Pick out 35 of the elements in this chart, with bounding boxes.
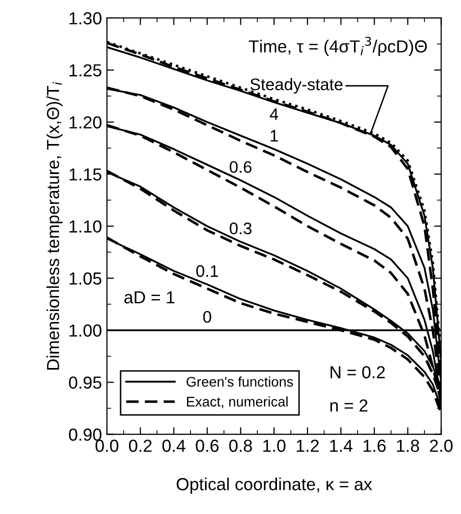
y-tick-label: 1.00 xyxy=(70,324,102,337)
annotation: Time, τ = (4σT$_{i}$$^{3}$/ρcD)Θ xyxy=(248,36,427,56)
x-tick-label: 1.2 xyxy=(296,440,319,452)
annotation: 0.6 xyxy=(230,161,252,173)
y-tick-label: 1.05 xyxy=(70,272,102,285)
y-tick-label: 1.25 xyxy=(70,64,102,76)
x-tick-label: 1.8 xyxy=(397,440,420,452)
y-tick-label: 1.15 xyxy=(70,168,102,181)
y-tick-label: 0.90 xyxy=(68,428,102,441)
annotation: 1 xyxy=(270,130,278,142)
annotation: 0 xyxy=(203,310,212,323)
y-tick-label: 1.20 xyxy=(70,116,102,129)
y-tick-label: 0.95 xyxy=(68,376,102,389)
annotation: N = 0.2 xyxy=(330,366,385,378)
legend-label: Green's functions xyxy=(186,376,294,387)
x-tick-label: 2.0 xyxy=(430,440,453,452)
x-tick-label: 1.0 xyxy=(263,440,286,452)
x-axis-title: Optical coordinate, κ = ax xyxy=(176,478,372,494)
annotation: aD = 1 xyxy=(124,291,174,304)
y-tick-label: 1.10 xyxy=(70,220,102,233)
y-axis-title: Dimensionless temperature, T(x,Θ)/T$_{i}$ xyxy=(46,82,63,370)
x-tick-label: 0.0 xyxy=(96,440,118,452)
annotation: 4 xyxy=(270,108,278,120)
x-tick-label: 0.6 xyxy=(196,440,219,452)
annotation: 0.1 xyxy=(196,265,218,277)
annotation: Steady-state xyxy=(250,78,342,94)
x-tick-label: 0.4 xyxy=(162,440,186,452)
annotation: n = 2 xyxy=(330,399,368,412)
x-tick-label: 1.6 xyxy=(364,440,386,452)
x-tick-label: 0.2 xyxy=(128,440,152,452)
x-tick-label: 1.4 xyxy=(330,440,352,452)
x-tick-label: 0.8 xyxy=(229,440,252,452)
annotation: 0.3 xyxy=(230,222,252,234)
legend-label: Exact, numerical xyxy=(187,396,288,408)
y-tick-label: 1.30 xyxy=(70,12,102,24)
